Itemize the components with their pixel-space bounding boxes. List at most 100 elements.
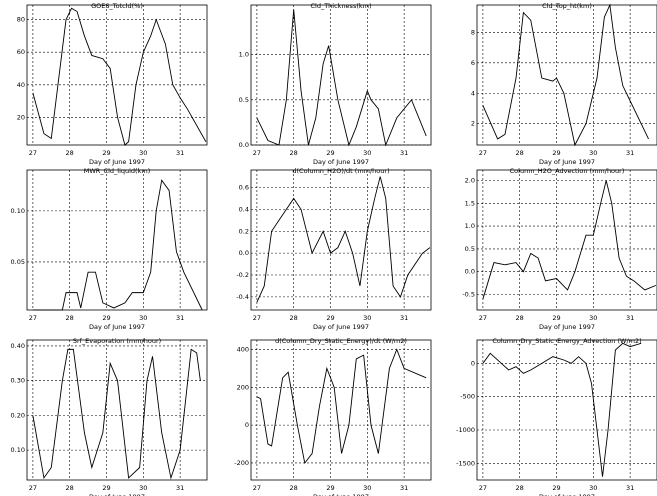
x-tick-label: 27: [479, 314, 487, 322]
x-tick-label: 31: [626, 484, 634, 492]
x-tick-label: 31: [176, 484, 184, 492]
y-tick-label: 8: [471, 28, 475, 36]
plot-frame: [476, 339, 657, 481]
y-tick-label: 0.4: [239, 205, 249, 213]
x-tick-label: 28: [290, 149, 298, 157]
x-axis-label: Day of June 1997: [89, 493, 145, 496]
y-tick-label: 60: [17, 48, 25, 56]
y-tick-label: 0: [471, 359, 475, 367]
chart-title: Srf_Evaporation (mm/hour): [73, 337, 161, 345]
x-axis-label: Day of June 1997: [539, 323, 595, 331]
y-tick-label: -0.2: [236, 271, 249, 279]
x-tick-label: 27: [253, 484, 261, 492]
y-tick-label: -1500: [456, 459, 475, 467]
x-tick-label: 29: [326, 314, 334, 322]
y-tick-label: 200: [237, 383, 249, 391]
data-line: [256, 348, 427, 465]
y-tick-label: -0.4: [236, 293, 249, 301]
plot-frame: [26, 339, 208, 481]
plot-frame: [250, 169, 432, 311]
y-tick-label: 6: [471, 59, 475, 67]
data-line: [256, 176, 431, 303]
x-tick-label: 28: [516, 484, 524, 492]
y-tick-label: -500: [460, 393, 475, 401]
y-tick-label: 2: [471, 120, 475, 128]
x-axis-label: Day of June 1997: [313, 493, 369, 496]
y-tick-label: 4: [471, 89, 475, 97]
x-tick-label: 29: [326, 484, 334, 492]
x-tick-label: 31: [626, 314, 634, 322]
x-tick-label: 27: [29, 149, 37, 157]
plot-frame: [26, 169, 208, 311]
y-tick-label: 1.0: [239, 51, 249, 59]
x-axis-label: Day of June 1997: [539, 493, 595, 496]
x-tick-label: 27: [479, 149, 487, 157]
x-tick-label: 30: [139, 484, 147, 492]
x-tick-label: 29: [552, 314, 560, 322]
x-tick-label: 30: [589, 484, 597, 492]
x-tick-label: 28: [66, 484, 74, 492]
chart-title: d(Column_Dry_Static_Energy)/dt (W/m2): [275, 337, 407, 345]
y-tick-label: -1000: [456, 426, 475, 434]
x-tick-label: 30: [363, 149, 371, 157]
y-tick-label: 0.5: [239, 96, 249, 104]
x-tick-label: 27: [29, 484, 37, 492]
plot-frame: [476, 169, 657, 311]
data-line: [32, 7, 207, 146]
x-tick-label: 31: [400, 314, 408, 322]
y-tick-label: 1.0: [465, 222, 475, 230]
y-tick-label: 1.5: [465, 199, 475, 207]
chart-title: Cld_Top_ht(km): [542, 2, 592, 10]
x-tick-label: 28: [290, 484, 298, 492]
data-line: [32, 348, 201, 480]
y-tick-label: 0.0: [239, 141, 249, 149]
x-tick-label: 28: [516, 149, 524, 157]
x-tick-label: 31: [400, 484, 408, 492]
y-tick-label: -200: [234, 459, 249, 467]
y-tick-label: 0: [245, 421, 249, 429]
x-tick-label: 31: [176, 314, 184, 322]
y-tick-label: 0.05: [11, 258, 25, 266]
plot-frame: [250, 339, 432, 481]
chart-title: Cld_Thickness(km): [310, 2, 371, 10]
chart-title: MWR_Cld_liquid(km): [84, 167, 150, 175]
x-tick-label: 31: [626, 149, 634, 157]
x-axis-label: Day of June 1997: [89, 323, 145, 331]
x-tick-label: 27: [253, 149, 261, 157]
y-tick-label: 40: [17, 81, 25, 89]
chart-title: d(Column_H2O)/dt (mm/hour): [292, 167, 389, 175]
x-tick-label: 28: [66, 314, 74, 322]
y-tick-label: 0.10: [11, 207, 25, 215]
x-tick-label: 29: [552, 484, 560, 492]
y-tick-label: 2.0: [465, 176, 475, 184]
x-tick-label: 30: [589, 149, 597, 157]
y-tick-label: 0.5: [465, 245, 475, 253]
y-tick-label: 400: [237, 345, 249, 353]
x-tick-label: 30: [363, 314, 371, 322]
x-tick-label: 29: [102, 149, 110, 157]
y-tick-label: 0.6: [239, 184, 249, 192]
data-line: [482, 180, 657, 300]
x-tick-label: 27: [29, 314, 37, 322]
x-tick-label: 30: [139, 314, 147, 322]
data-line: [256, 9, 427, 147]
y-tick-label: 0.30: [11, 377, 25, 385]
x-tick-label: 27: [479, 484, 487, 492]
x-tick-label: 30: [589, 314, 597, 322]
plot-frame: [26, 4, 208, 146]
x-axis-label: Day of June 1997: [89, 158, 145, 166]
y-tick-label: 0.0: [239, 249, 249, 257]
x-tick-label: 29: [326, 149, 334, 157]
x-tick-label: 28: [516, 314, 524, 322]
x-tick-label: 27: [253, 314, 261, 322]
chart-title: Column_H2O_Advection (mm/hour): [510, 167, 625, 175]
y-tick-label: 0.2: [239, 227, 249, 235]
x-tick-label: 29: [552, 149, 560, 157]
data-line: [482, 342, 642, 477]
y-tick-label: 0.0: [465, 268, 475, 276]
x-tick-label: 30: [363, 484, 371, 492]
y-tick-label: 0.10: [11, 446, 25, 454]
x-tick-label: 29: [102, 314, 110, 322]
x-tick-label: 31: [400, 149, 408, 157]
